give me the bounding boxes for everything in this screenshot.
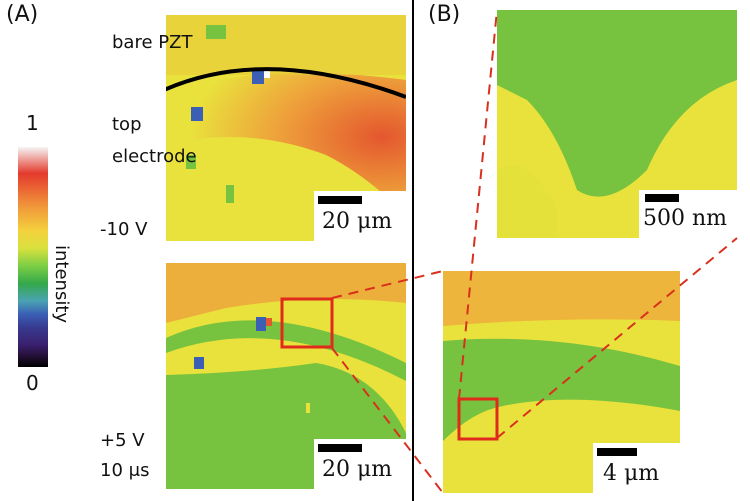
annotation-bare-pzt: bare PZT (112, 32, 193, 53)
map-minus-10v: 20 μm (166, 15, 406, 241)
panel-label-b: (B) (428, 2, 461, 27)
scalebar-label: 500 nm (643, 206, 728, 231)
connector-line (458, 9, 498, 400)
map-minus-10v-image (166, 15, 406, 241)
colorbar-max-label: 1 (26, 111, 39, 135)
zoom-map-500nm-image (497, 10, 737, 238)
connector-line (331, 347, 444, 494)
colorbar-min-label: 0 (26, 371, 39, 395)
scalebar-label: 20 μm (322, 209, 393, 234)
scalebar (597, 448, 637, 456)
scalebar-label: 4 μm (603, 461, 660, 486)
scalebar-label: 20 μm (322, 457, 393, 482)
zoom-map-4um: 4 μm (443, 271, 680, 493)
scalebar (318, 444, 362, 452)
scalebar-box: 4 μm (593, 443, 680, 493)
scalebar (318, 196, 362, 204)
scalebar-box: 20 μm (314, 191, 406, 241)
pulse-duration: 10 μs (100, 460, 150, 481)
panel-divider (412, 0, 414, 501)
zoom-map-500nm: 500 nm (497, 10, 737, 238)
scalebar-box: 500 nm (639, 190, 737, 238)
map-plus-5v: 20 μm (166, 263, 406, 489)
connector-line (331, 270, 444, 299)
panel-label-a: (A) (6, 2, 39, 27)
annotation-electrode: electrode (112, 146, 197, 167)
colorbar (18, 147, 48, 367)
annotation-top: top (112, 114, 142, 135)
scalebar-box: 20 μm (314, 439, 406, 489)
voltage-plus-5: +5 V (100, 430, 145, 451)
voltage-minus-10: -10 V (100, 219, 148, 240)
connector-line (496, 237, 738, 439)
scalebar (645, 194, 679, 202)
